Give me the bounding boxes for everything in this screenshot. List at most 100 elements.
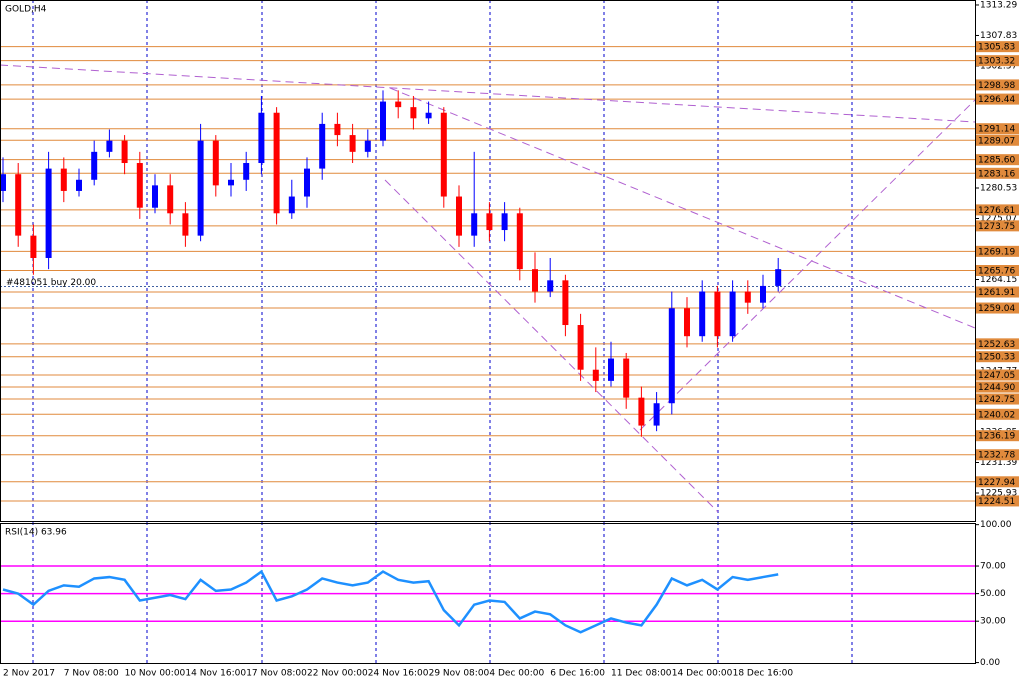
level-label-box (976, 476, 1019, 488)
period-separators (32, 0, 853, 663)
candle-body (623, 358, 630, 398)
candle-body (699, 291, 706, 337)
rsi-line (2, 569, 779, 634)
y-tick-label: 1225.93 (980, 489, 1017, 499)
y-tick-label: 100.00 (980, 520, 1012, 530)
candle-body (547, 280, 554, 292)
level-label: 1283.16 (978, 169, 1015, 179)
y-tick-label: 1280.53 (980, 183, 1017, 193)
level-label-box (976, 93, 1019, 105)
level-label: 1276.61 (978, 206, 1015, 216)
candle-body (744, 291, 751, 303)
trendlines (0, 64, 976, 513)
level-label-box (976, 123, 1019, 135)
candle-body (91, 151, 98, 180)
x-tick-label: 14 Nov 16:00 (185, 669, 246, 679)
level-label-box (976, 134, 1019, 146)
x-tick-label: 7 Nov 08:00 (64, 669, 119, 679)
candle-body (76, 179, 82, 191)
y-tick-label: 70.00 (980, 562, 1006, 572)
candle-body (608, 358, 614, 381)
candle-body (152, 185, 158, 208)
candle-body (638, 397, 645, 426)
candle-body (380, 101, 386, 141)
level-label: 1247.05 (978, 371, 1015, 381)
level-label: 1273.75 (978, 222, 1015, 232)
candle-body (167, 185, 174, 214)
y-tick-label: 0.00 (980, 658, 1000, 668)
candle-body (0, 174, 6, 191)
candle-body (456, 196, 462, 236)
candle-body (425, 112, 432, 119)
level-label-box (976, 369, 1019, 381)
x-tick-label: 22 Nov 00:00 (307, 669, 368, 679)
chart-title: GOLD,H4 (5, 5, 47, 15)
levels (0, 46, 975, 622)
level-label: 1291.14 (978, 125, 1015, 135)
y-tick-label: 1275.07 (980, 214, 1017, 224)
x-tick-label: 11 Dec 08:00 (611, 669, 672, 679)
y-tick-label: 30.00 (980, 617, 1006, 627)
candle-body (258, 112, 265, 164)
level-label: 1224.51 (978, 497, 1015, 507)
candle-body (714, 291, 721, 337)
trendline (0, 64, 976, 123)
level-label-box (976, 204, 1019, 216)
candle-body (729, 291, 736, 337)
candle-body (304, 168, 310, 197)
level-label: 1244.90 (978, 383, 1015, 393)
candle-body (775, 269, 782, 286)
x-tick-label: 4 Dec 00:00 (489, 669, 544, 679)
candle-body (212, 140, 219, 186)
level-label-box (976, 167, 1019, 179)
candle-body (501, 213, 508, 231)
level-label: 1240.02 (978, 410, 1015, 420)
y-tick-label: 50.00 (980, 589, 1006, 599)
level-label: 1259.04 (978, 304, 1015, 314)
level-label: 1285.60 (978, 156, 1015, 166)
candle-body (106, 140, 113, 152)
level-label-box (976, 495, 1019, 507)
y-tick-label: 1231.39 (980, 458, 1017, 468)
level-label-box (976, 286, 1019, 298)
level-label: 1269.19 (978, 247, 1015, 257)
x-tick-label: 24 Nov 16:00 (368, 669, 429, 679)
candle-body (486, 213, 493, 231)
candle-body (395, 101, 402, 108)
candle-body (121, 140, 128, 164)
level-label: 1265.76 (978, 266, 1015, 276)
candle-body (45, 168, 52, 258)
level-label: 1236.19 (978, 432, 1015, 442)
price-panel-frame (0, 0, 976, 522)
candle-body (136, 163, 143, 208)
level-label: 1305.83 (978, 43, 1015, 53)
candle-body (30, 235, 37, 258)
level-label: 1252.63 (978, 340, 1015, 350)
candle-body (364, 140, 371, 152)
level-label: 1227.94 (978, 478, 1015, 488)
candle-body (60, 168, 67, 191)
level-label-box (976, 381, 1019, 393)
level-label-box (976, 79, 1019, 91)
candle-body (334, 123, 341, 136)
level-label: 1261.91 (978, 288, 1015, 298)
candle-body (440, 112, 447, 197)
y-tick-label: 1264.15 (980, 275, 1017, 285)
plot (0, 90, 782, 634)
candle-body (319, 123, 326, 169)
level-label-box (976, 338, 1019, 350)
y-tick-label: 1302.37 (980, 61, 1017, 71)
x-tick-label: 2 Nov 2017 (3, 669, 55, 679)
candle-body (288, 196, 295, 214)
level-label-box (976, 264, 1019, 276)
level-label-box (976, 154, 1019, 166)
trendline (384, 179, 719, 513)
candle-body (668, 308, 675, 404)
level-label-box (976, 55, 1019, 67)
level-label-box (976, 41, 1019, 53)
level-label-box (976, 408, 1019, 420)
candle-body (516, 213, 523, 270)
candle-body (197, 140, 204, 236)
candle-body (532, 269, 538, 292)
candle-body (243, 163, 250, 180)
